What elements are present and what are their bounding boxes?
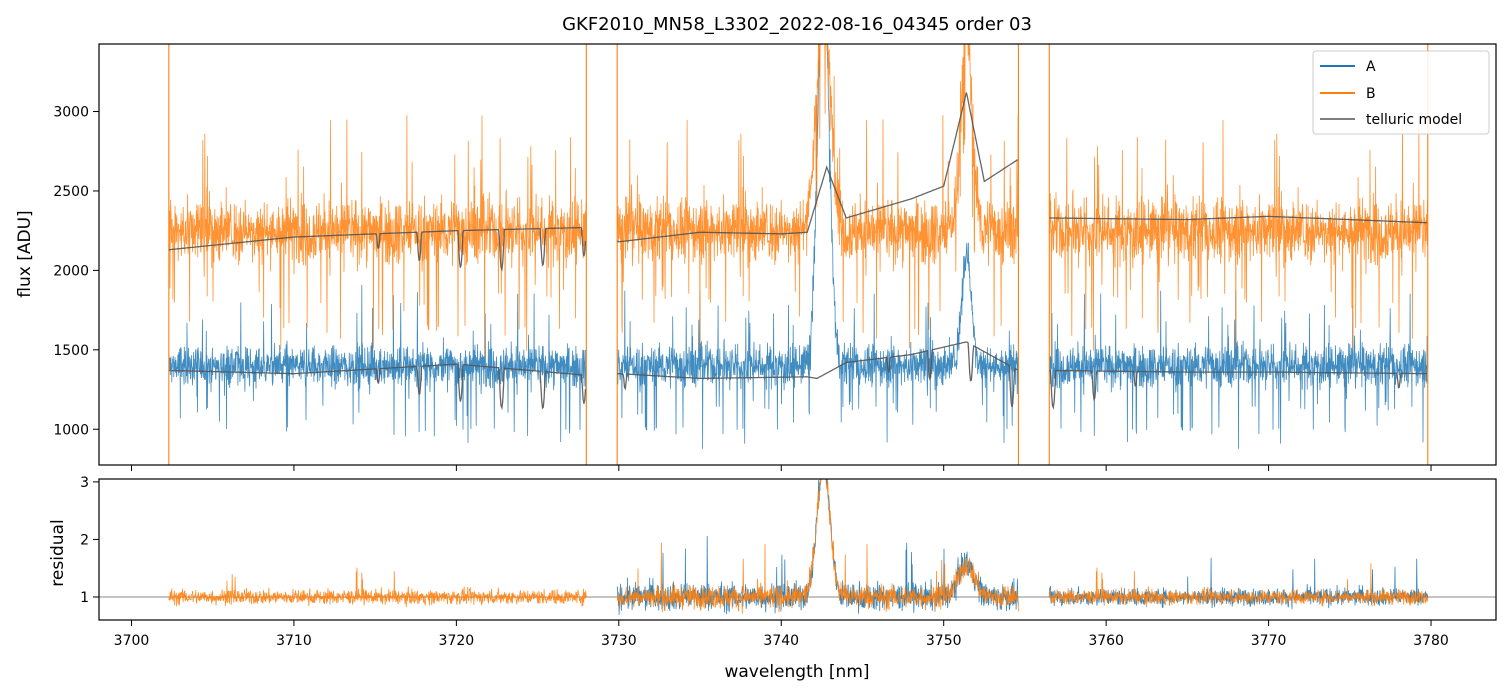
top-ticks: 1000 1500 2000 2500 3000 xyxy=(53,105,1432,471)
residual-b-segment-1 xyxy=(616,479,1019,614)
legend-label-telluric: telluric model xyxy=(1366,112,1462,128)
top-ytick-label-3: 2500 xyxy=(53,184,89,200)
bottom-series-layer xyxy=(99,479,1496,615)
residual-b-segment-2 xyxy=(1048,563,1429,608)
bottom-xtick-label-3: 3730 xyxy=(601,633,637,649)
bottom-ticks: 1 2 3 3700 3710 3720 3730 3740 3750 3760 3770 3780 xyxy=(80,475,1449,649)
bottom-xtick-label-2: 3720 xyxy=(439,633,475,649)
top-ytick-label-2: 2000 xyxy=(53,263,89,279)
series-a-segment-2 xyxy=(1048,290,1428,449)
bottom-xlabel: wavelength [nm] xyxy=(724,662,869,682)
legend-label-b: B xyxy=(1366,86,1376,102)
telluric-a-segment-1 xyxy=(617,341,1018,408)
telluric-a-segment-2 xyxy=(1049,369,1427,410)
top-axes-frame xyxy=(98,43,1497,466)
top-panel: 1000 1500 2000 2500 3000 flux [ADU] A B tell… xyxy=(15,43,1497,471)
bottom-ylabel: residual xyxy=(48,519,68,586)
bottom-axes-frame xyxy=(98,478,1497,621)
bottom-xtick-label-7: 3770 xyxy=(1251,633,1287,649)
legend-box xyxy=(1312,50,1490,135)
bottom-xtick-label-1: 3710 xyxy=(276,633,312,649)
top-ytick-label-4: 3000 xyxy=(53,105,89,121)
telluric-b-segment-1 xyxy=(616,92,1018,243)
top-ytick-label-1: 1500 xyxy=(53,343,89,359)
telluric-b-segment-2 xyxy=(1049,215,1427,224)
bottom-xtick-label-8: 3780 xyxy=(1413,633,1449,649)
series-b-segment-1 xyxy=(616,44,1019,349)
bottom-ytick-label-0: 1 xyxy=(80,590,89,606)
telluric-b-segment-0 xyxy=(168,226,587,272)
series-a-segment-1 xyxy=(616,44,1019,449)
series-a-segment-0 xyxy=(168,284,587,444)
chart-title: GKF2010_MN58_L3302_2022-08-16_04345 orde… xyxy=(562,14,1032,35)
top-ytick-label-0: 1000 xyxy=(53,422,89,438)
bottom-xtick-label-6: 3760 xyxy=(1088,633,1124,649)
bottom-xtick-label-0: 3700 xyxy=(114,633,150,649)
legend: A B telluric model xyxy=(1312,50,1490,135)
bottom-xtick-label-5: 3750 xyxy=(926,633,962,649)
residual-b-segment-0 xyxy=(168,567,587,608)
top-series-layer xyxy=(168,44,1429,465)
series-b-segment-2 xyxy=(1048,119,1428,359)
legend-label-a: A xyxy=(1366,59,1376,75)
series-b-segment-0 xyxy=(168,115,587,359)
bottom-xtick-label-4: 3740 xyxy=(763,633,799,649)
top-ylabel: flux [ADU] xyxy=(15,210,35,297)
telluric-a-segment-0 xyxy=(168,363,587,411)
bottom-ytick-label-1: 2 xyxy=(80,532,89,548)
bottom-ytick-label-2: 3 xyxy=(80,475,89,491)
